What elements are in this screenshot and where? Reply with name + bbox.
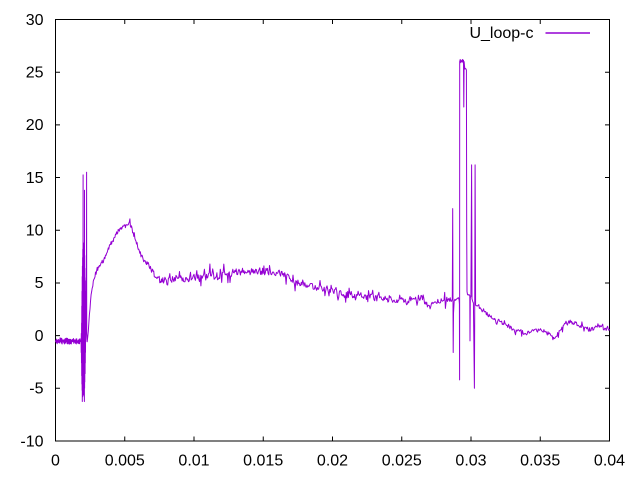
svg-text:0.035: 0.035	[520, 453, 560, 470]
svg-text:0.03: 0.03	[455, 453, 486, 470]
svg-text:0: 0	[35, 328, 44, 345]
svg-text:0.025: 0.025	[382, 453, 422, 470]
svg-text:U_loop-c: U_loop-c	[469, 25, 533, 42]
svg-text:-5: -5	[29, 381, 43, 398]
svg-text:0.01: 0.01	[178, 453, 209, 470]
svg-text:10: 10	[26, 223, 44, 240]
svg-text:0.015: 0.015	[243, 453, 283, 470]
svg-text:5: 5	[35, 275, 44, 292]
svg-text:0.005: 0.005	[105, 453, 145, 470]
svg-text:0: 0	[51, 453, 60, 470]
svg-text:0.02: 0.02	[317, 453, 348, 470]
svg-text:15: 15	[26, 170, 44, 187]
svg-text:20: 20	[26, 117, 44, 134]
svg-text:25: 25	[26, 65, 44, 82]
svg-text:0.04: 0.04	[594, 453, 625, 470]
svg-text:-10: -10	[20, 433, 43, 450]
svg-text:30: 30	[26, 12, 44, 29]
